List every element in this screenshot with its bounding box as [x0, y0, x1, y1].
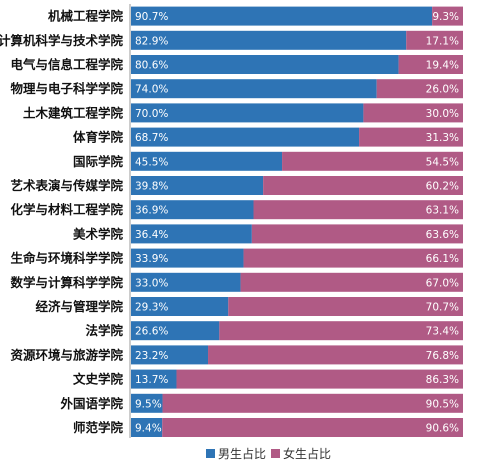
bar-female [251, 224, 463, 244]
category-label: 艺术表演与传媒学院 [10, 178, 123, 193]
data-label-male: 33.0% [135, 277, 168, 289]
bar-male [131, 30, 407, 50]
legend-swatch-male [206, 449, 215, 458]
data-label-female: 26.0% [426, 84, 459, 96]
bar-female [162, 418, 463, 437]
category-label: 经济与管理学院 [35, 299, 123, 314]
bar-male [131, 103, 364, 123]
bar-female [376, 79, 463, 99]
bar-male [131, 127, 360, 147]
bar-female [208, 345, 463, 365]
bar-male [131, 297, 229, 316]
bar-female [253, 200, 463, 220]
bar-female [282, 151, 463, 171]
data-label-female: 66.1% [426, 253, 459, 265]
category-label: 外国语学院 [59, 396, 123, 411]
data-label-female: 31.3% [426, 132, 459, 144]
data-label-female: 67.0% [426, 277, 459, 289]
bar-female [263, 176, 463, 195]
data-label-male: 74.0% [135, 84, 168, 96]
category-label: 物理与电子科学学院 [10, 81, 123, 96]
bar-female [243, 248, 463, 268]
category-label: 机械工程学院 [48, 9, 124, 24]
data-label-male: 36.4% [135, 229, 168, 241]
data-label-male: 23.2% [135, 350, 168, 362]
category-label: 国际学院 [73, 154, 124, 169]
category-label: 生命与环境科学学院 [10, 251, 123, 266]
bar-female [432, 6, 463, 26]
data-label-female: 30.0% [426, 108, 459, 120]
data-label-female: 90.5% [426, 398, 459, 410]
data-label-male: 39.8% [135, 181, 168, 193]
data-label-female: 63.6% [426, 229, 459, 241]
data-label-female: 17.1% [426, 35, 459, 47]
bar-female [240, 272, 463, 292]
data-label-female: 9.3% [432, 11, 459, 23]
data-label-female: 70.7% [426, 302, 459, 314]
bar-female [219, 321, 463, 341]
bar-female [176, 369, 463, 389]
bar-female [228, 297, 463, 316]
data-label-female: 60.2% [426, 181, 459, 193]
legend: 男生占比 女生占比 [206, 446, 331, 461]
data-label-male: 82.9% [135, 35, 168, 47]
category-label: 师范学院 [73, 420, 124, 435]
bar-male [131, 248, 244, 268]
bar-male [131, 418, 163, 437]
category-label: 体育学院 [73, 130, 124, 145]
bar-male [131, 321, 220, 341]
bar-male [131, 79, 377, 99]
data-label-male: 9.4% [135, 423, 162, 435]
bar-female [406, 30, 463, 50]
bar-male [131, 393, 163, 413]
bar-female [359, 127, 463, 147]
bar-male [131, 200, 254, 220]
data-label-male: 36.9% [135, 205, 168, 217]
category-label: 美术学院 [73, 226, 124, 241]
data-label-male: 26.6% [135, 326, 168, 338]
category-label: 化学与材料工程学院 [10, 202, 123, 217]
legend-label-male: 男生占比 [218, 446, 266, 461]
data-label-female: 19.4% [426, 60, 459, 72]
bar-male [131, 345, 209, 365]
data-label-male: 13.7% [135, 374, 168, 386]
bar-male [131, 55, 399, 74]
data-label-female: 86.3% [426, 374, 459, 386]
data-label-male: 90.7% [135, 11, 168, 23]
bar-male [131, 272, 241, 292]
bars-group: 机械工程学院 90.7% 9.3% 计算机科学与技术学院 82.9% 17.1% 电气与信息… [0, 6, 464, 437]
data-label-male: 68.7% [135, 132, 168, 144]
legend-swatch-female [271, 449, 280, 458]
bar-male [131, 6, 433, 26]
data-label-female: 63.1% [426, 205, 459, 217]
data-label-male: 45.5% [135, 156, 168, 168]
legend-label-female: 女生占比 [283, 446, 331, 461]
bar-female [398, 55, 463, 74]
data-label-male: 33.9% [135, 253, 168, 265]
category-label: 计算机科学与技术学院 [0, 33, 123, 48]
category-label: 法学院 [85, 323, 123, 338]
bar-female [162, 393, 464, 413]
category-label: 资源环境与旅游学院 [10, 347, 123, 362]
bar-male [131, 151, 283, 171]
data-label-male: 9.5% [135, 398, 162, 410]
bar-male [131, 369, 177, 389]
category-label: 电气与信息工程学院 [10, 57, 123, 72]
category-label: 文史学院 [73, 372, 124, 387]
data-label-female: 54.5% [426, 156, 459, 168]
bar-male [131, 224, 252, 244]
data-label-male: 70.0% [135, 108, 168, 120]
category-label: 土木建筑工程学院 [23, 105, 124, 120]
category-label: 数学与计算科学学院 [9, 275, 123, 290]
bar-female [363, 103, 463, 123]
data-label-female: 73.4% [426, 326, 459, 338]
data-label-female: 90.6% [426, 423, 459, 435]
data-label-female: 76.8% [426, 350, 459, 362]
data-label-male: 29.3% [135, 302, 168, 314]
bar-male [131, 176, 264, 195]
data-label-male: 80.6% [135, 60, 168, 72]
